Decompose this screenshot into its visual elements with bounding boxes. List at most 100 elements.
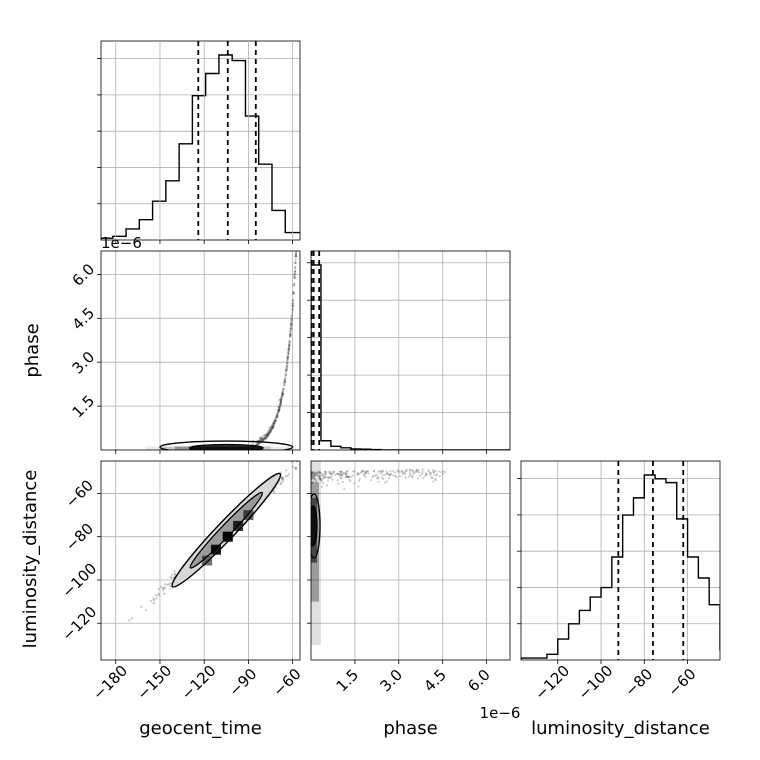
luminosity_distance_vs_geocent_time-plot-area [127,430,329,622]
luminosity_distance_vs_phase-point [340,477,343,480]
phase_vs_geocent_time-point [264,437,267,440]
luminosity_distance_vs_phase-point [381,470,384,474]
luminosity_distance_vs_phase-point [365,471,368,475]
phase_vs_geocent_time-point [261,439,265,442]
luminosity_distance_vs_geocent_time-point [163,586,167,589]
luminosity_distance_vs_phase-point [367,472,370,475]
luminosity_distance_vs_phase-point [372,470,376,473]
phase_vs_geocent_time-point [290,319,293,322]
phase_vs_geocent_time-point [290,323,293,326]
luminosity_distance_vs_phase-point [331,472,334,476]
luminosity_distance_vs_phase-point [427,469,430,472]
luminosity_distance_vs_geocent_time-point [273,490,276,493]
phase_vs_geocent_time-point [262,438,266,441]
phase_vs_geocent_time-point [277,409,280,412]
luminosity_distance_vs_phase-point [340,470,343,474]
phase_vs_geocent_time-point [288,335,292,338]
phase_vs_geocent_time-point [277,408,280,411]
luminosity_distance_hist-histogram-step [521,474,720,660]
phase_vs_geocent_time-point [271,423,275,426]
phase_vs_geocent_time-point [256,442,259,445]
luminosity_distance_vs_phase-point [326,476,330,479]
luminosity_distance_vs_phase-point [325,475,328,478]
phase_vs_geocent_time-point [282,384,286,387]
phase_vs_geocent_time-point [293,272,296,275]
luminosity_distance_vs_geocent_time-contour-inner [189,491,264,569]
luminosity_distance_vs_phase-point [434,477,437,480]
phase_vs_geocent_time-point [279,403,282,406]
phase_vs_geocent_time-point [291,303,294,306]
phase_vs_geocent_time-point [258,437,261,440]
luminosity_distance_hist-xtick-label: −60 [664,665,699,700]
luminosity_distance_vs_phase-point [315,481,319,484]
phase_vs_geocent_time-point [263,435,266,438]
luminosity_distance_vs_phase-point [394,471,397,474]
luminosity_distance_vs_phase-point [324,473,327,476]
luminosity_distance_vs_phase-point [363,474,366,477]
luminosity_distance_vs_phase-point [311,477,314,480]
phase_vs_geocent_time-point [267,432,270,435]
luminosity_distance_vs_geocent_time-point [280,477,283,480]
luminosity_distance_vs_phase-point [329,476,332,479]
luminosity_distance_vs_phase-point [364,475,367,478]
phase_vs_geocent_time-point [293,270,296,273]
phase_vs_geocent_time-point [292,292,295,295]
phase_vs_geocent_time-point [296,229,298,231]
phase_vs_geocent_time-point [256,442,260,445]
luminosity_distance_vs_phase-point [425,473,428,476]
phase_vs_geocent_time-point [277,409,280,412]
phase_vs_geocent_time-point [287,352,290,355]
luminosity_distance_vs_phase-point [324,470,327,474]
phase_vs_geocent_time-point [286,358,289,361]
luminosity_distance_vs_phase-point [322,475,325,478]
luminosity_distance_vs_phase-point [389,474,392,477]
phase_vs_geocent_time-point [269,429,272,432]
phase_vs_geocent_time-point [290,324,293,327]
luminosity_distance_vs_phase-point [338,470,341,473]
phase_vs_geocent_time-point [291,304,294,307]
luminosity_distance_vs_geocent_time-point [157,594,160,597]
phase_vs_geocent_time-point [265,434,268,437]
luminosity_distance_vs_phase-point [372,469,376,472]
phase_vs_geocent_time-point [281,391,284,395]
luminosity_distance_vs_phase-point [323,470,327,473]
luminosity_distance_vs_geocent_time-xtick-label: −180 [89,662,131,704]
phase_vs_geocent_time-point [277,409,280,412]
luminosity_distance_vs_phase-point [382,473,385,477]
luminosity_distance_vs_geocent_time-x-axis-label: geocent_time [139,718,262,739]
luminosity_distance_vs_phase-point [413,471,417,474]
phase_vs_geocent_time-point [275,415,278,418]
phase_vs_geocent_time-point [283,379,286,382]
luminosity_distance_vs_geocent_time-point [154,593,158,597]
luminosity_distance_vs_geocent_time-point [301,457,303,459]
phase_vs_geocent_time-point [288,339,291,342]
phase_vs_geocent_time-point [262,437,265,441]
luminosity_distance_vs_phase-point [345,470,348,473]
luminosity_distance_vs_phase-point [318,471,321,474]
luminosity_distance_vs_phase-point [415,469,418,473]
luminosity_distance_vs_phase-frame [310,460,511,661]
luminosity_distance_vs_geocent_time-point [327,430,329,432]
luminosity_distance_vs_phase-point [345,473,348,476]
phase_vs_geocent_time-point [279,403,282,406]
luminosity_distance_vs_phase-point [331,478,334,481]
phase_vs_geocent_time-point [276,411,280,414]
luminosity_distance_vs_phase-plot-area [311,461,447,645]
phase_vs_geocent_time-point [280,394,284,398]
phase_vs_geocent_time-point [286,357,289,360]
phase_vs_geocent_time-point [294,258,297,261]
luminosity_distance_vs_geocent_time-density-cell-2 [233,520,244,531]
phase_vs_geocent_time-point [279,403,282,406]
phase_vs_geocent_time-point [289,333,292,336]
phase_vs_geocent_time-point [296,237,298,239]
phase_vs_geocent_time-point [278,408,281,411]
luminosity_distance_vs_phase-point [356,473,359,476]
luminosity_distance_vs_phase-point [424,472,427,475]
luminosity_distance_vs_geocent_time-point [149,599,153,603]
luminosity_distance_vs_phase-point [342,471,346,474]
luminosity_distance_vs_phase-point [411,471,415,474]
phase_vs_geocent_time-point [278,406,281,410]
phase_vs_geocent_time-point [270,427,274,431]
phase_vs_geocent_time-point [274,418,277,422]
luminosity_distance_vs_phase-point [317,470,320,473]
